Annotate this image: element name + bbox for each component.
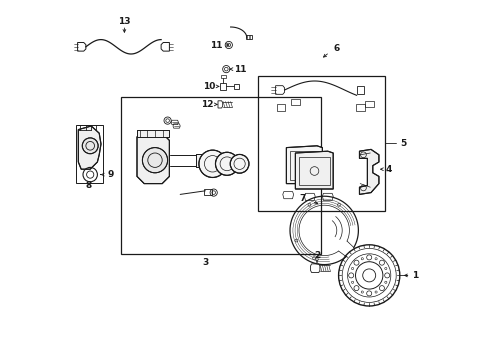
- Text: 13: 13: [118, 17, 131, 26]
- Text: 11: 11: [234, 65, 246, 74]
- Circle shape: [375, 291, 377, 293]
- Text: 12: 12: [201, 100, 214, 109]
- Circle shape: [379, 285, 385, 291]
- Polygon shape: [360, 149, 379, 194]
- Bar: [290, 151, 319, 180]
- Circle shape: [354, 285, 359, 291]
- Text: 9: 9: [107, 170, 114, 179]
- Text: 11: 11: [210, 41, 222, 50]
- Bar: [196, 154, 203, 167]
- Text: 4: 4: [386, 165, 392, 174]
- Circle shape: [385, 281, 387, 283]
- Polygon shape: [137, 133, 170, 184]
- Bar: [204, 189, 212, 195]
- Bar: [137, 130, 170, 137]
- Circle shape: [349, 273, 354, 278]
- Circle shape: [216, 152, 239, 175]
- Text: 3: 3: [202, 258, 209, 266]
- Circle shape: [375, 258, 377, 260]
- Bar: [357, 86, 364, 94]
- Circle shape: [367, 291, 372, 296]
- Circle shape: [385, 267, 387, 270]
- Bar: [277, 104, 285, 111]
- Polygon shape: [286, 146, 322, 184]
- Bar: [258, 76, 386, 211]
- Bar: [234, 84, 239, 89]
- Circle shape: [367, 255, 372, 260]
- Text: 7: 7: [299, 194, 305, 202]
- Bar: [291, 99, 300, 105]
- Circle shape: [143, 148, 168, 173]
- Bar: [137, 130, 170, 137]
- Circle shape: [199, 150, 226, 177]
- Text: 8: 8: [86, 181, 92, 190]
- Text: 5: 5: [400, 139, 406, 148]
- Bar: [365, 101, 373, 107]
- Circle shape: [385, 273, 390, 278]
- Bar: [245, 35, 252, 39]
- Circle shape: [361, 291, 364, 293]
- Polygon shape: [78, 126, 101, 169]
- Bar: [220, 83, 226, 90]
- Text: 2: 2: [314, 251, 320, 260]
- Circle shape: [351, 267, 354, 270]
- Circle shape: [361, 258, 364, 260]
- Circle shape: [351, 281, 354, 283]
- Bar: [121, 97, 320, 254]
- Circle shape: [82, 138, 98, 154]
- Text: 10: 10: [203, 82, 216, 91]
- Bar: [196, 154, 203, 167]
- Polygon shape: [295, 151, 333, 189]
- Bar: [220, 75, 225, 78]
- Bar: [299, 157, 330, 185]
- Bar: [356, 104, 365, 111]
- Bar: [76, 125, 103, 183]
- Text: 6: 6: [333, 44, 340, 53]
- Circle shape: [230, 154, 249, 173]
- Circle shape: [379, 260, 385, 265]
- Circle shape: [354, 260, 359, 265]
- Text: 1: 1: [413, 271, 418, 280]
